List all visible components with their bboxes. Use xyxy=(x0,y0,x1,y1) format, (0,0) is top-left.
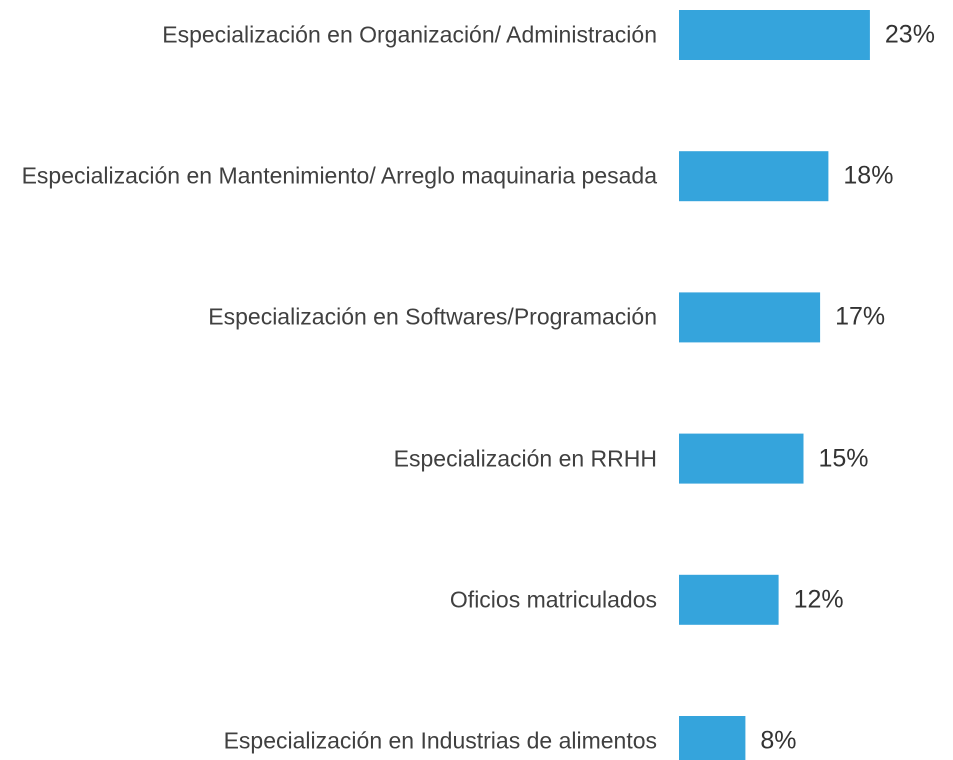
bar xyxy=(679,292,821,343)
bar xyxy=(679,716,746,760)
value-label: 23% xyxy=(884,20,935,49)
category-label: Especialización en Industrias de aliment… xyxy=(223,727,657,754)
bar xyxy=(679,151,829,202)
value-label: 12% xyxy=(793,585,844,614)
category-label: Especialización en Softwares/Programació… xyxy=(208,303,657,330)
category-label: Oficios matriculados xyxy=(449,586,657,613)
bar xyxy=(679,10,870,60)
category-label: Especialización en Organización/ Adminis… xyxy=(162,21,657,48)
value-label: 15% xyxy=(818,444,869,473)
bar xyxy=(679,433,804,484)
value-label: 8% xyxy=(760,726,797,755)
value-label: 17% xyxy=(835,302,886,331)
category-label: Especialización en RRHH xyxy=(393,445,657,472)
bar xyxy=(679,574,779,625)
value-label: 18% xyxy=(843,161,894,190)
category-label: Especialización en Mantenimiento/ Arregl… xyxy=(21,162,657,189)
